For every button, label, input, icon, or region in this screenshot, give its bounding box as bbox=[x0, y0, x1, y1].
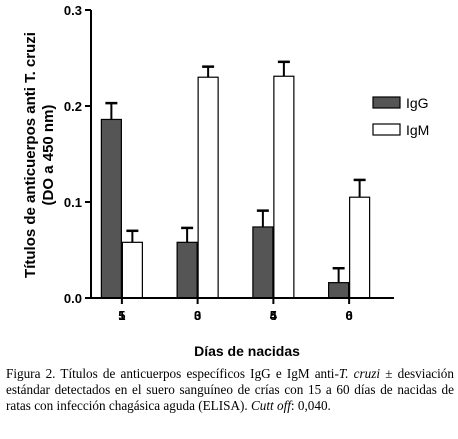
x-tick-label: 0 bbox=[346, 308, 353, 323]
bar-igm-15 bbox=[121, 241, 143, 299]
x-tick-label: 6 bbox=[346, 308, 353, 323]
bar-igm-45 bbox=[273, 75, 295, 299]
y-axis-label-unit: (DO a 450 nm) bbox=[40, 105, 57, 206]
y-axis: 0.0 0.1 0.2 0.3 bbox=[64, 3, 92, 306]
bar-igg-15 bbox=[100, 118, 122, 299]
y-tick-label: 0.1 bbox=[64, 195, 82, 210]
legend-label-igg: IgG bbox=[406, 95, 429, 111]
x-tick-label: 4 bbox=[270, 308, 278, 323]
x-axis: 15 30 45 60 bbox=[91, 297, 394, 323]
figure-caption: Figura 2. Títulos de anticuerpos específ… bbox=[6, 366, 454, 413]
y-axis-label: Títulos de anticuerpos anti T. cruzi bbox=[22, 32, 39, 278]
x-tick-label: 1 bbox=[118, 308, 125, 323]
y-tick-label: 0.2 bbox=[64, 99, 82, 114]
x-tick-label: 0 bbox=[194, 308, 201, 323]
y-tick-label: 0.0 bbox=[64, 291, 82, 306]
x-tick-label: 5 bbox=[118, 308, 125, 323]
x-tick-label: 5 bbox=[270, 308, 277, 323]
bar-igm-60 bbox=[349, 196, 371, 299]
bar-igg-30 bbox=[176, 241, 198, 299]
legend-swatch-igm bbox=[372, 123, 401, 136]
legend-label-igm: IgM bbox=[406, 122, 429, 138]
plot-area bbox=[100, 60, 371, 299]
x-tick-label: 3 bbox=[194, 308, 201, 323]
legend: IgG IgM bbox=[372, 95, 429, 138]
bar-igg-60 bbox=[328, 282, 350, 299]
bar-igm-30 bbox=[197, 76, 219, 299]
legend-swatch-igg bbox=[372, 96, 401, 109]
chart: 0.00.10.20.3 15 30 45 60 Títulos de anticue… bbox=[22, 3, 429, 359]
x-axis-label: Días de nacidas bbox=[194, 343, 300, 359]
y-tick-label: 0.3 bbox=[64, 3, 82, 18]
bar-igg-45 bbox=[252, 226, 274, 299]
